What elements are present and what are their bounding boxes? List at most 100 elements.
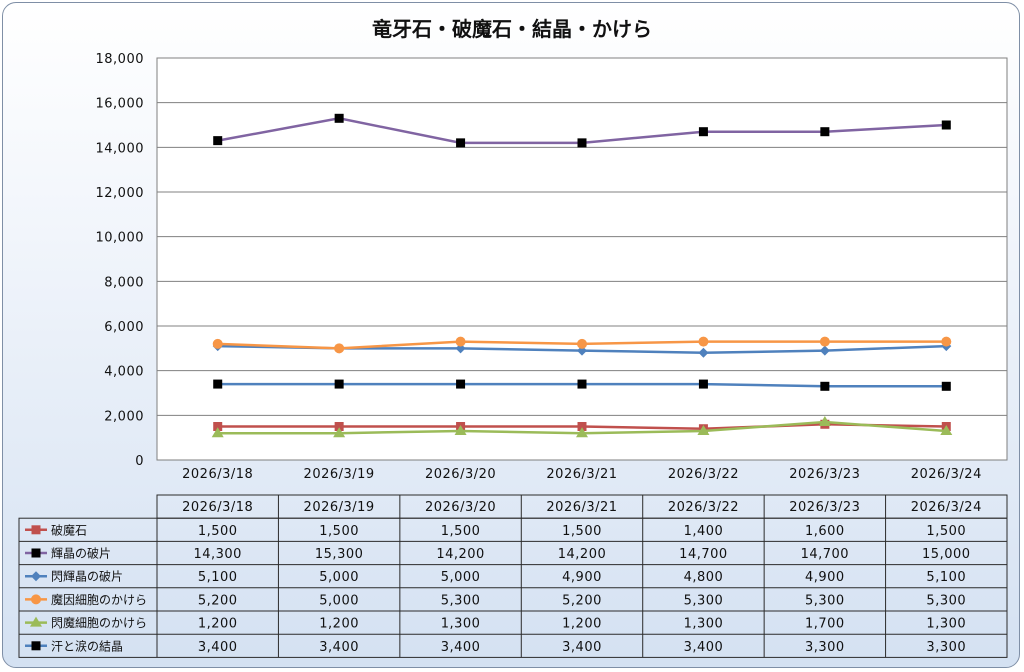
y-tick-label: 14,000 — [96, 141, 145, 156]
table-value-cell: 1,200 — [319, 617, 359, 632]
data-point — [820, 127, 830, 137]
chart-svg: 竜牙石・破魔石・結晶・かけら 0 2,000 4,000 6,000 8,000 10,0… — [18, 17, 1008, 658]
table-value-cell: 5,300 — [805, 593, 845, 608]
data-point — [31, 594, 41, 605]
data-point — [212, 338, 223, 349]
data-point — [455, 336, 466, 347]
table-value-cell: 4,900 — [562, 570, 602, 585]
table-value-cell: 3,300 — [805, 640, 845, 655]
table-value-cell: 1,200 — [198, 617, 238, 632]
data-point — [819, 336, 830, 347]
data-point — [819, 345, 830, 356]
data-point — [577, 379, 587, 389]
table-header-cell: 2026/3/19 — [304, 500, 375, 515]
legend-label: 閃魔細胞のかけら — [51, 615, 147, 630]
table-header-cell: 2026/3/18 — [182, 500, 253, 515]
table-value-cell: 14,300 — [193, 547, 242, 562]
table-value-cell: 14,200 — [436, 547, 485, 562]
table-value-cell: 5,000 — [441, 570, 481, 585]
x-tick-label: 2026/3/24 — [911, 467, 982, 482]
table-value-cell: 1,400 — [684, 524, 724, 539]
data-point — [211, 427, 224, 438]
data-point — [698, 347, 709, 358]
y-tick-label: 0 — [135, 454, 144, 469]
y-tick-label: 10,000 — [96, 231, 145, 246]
x-tick-label: 2026/3/18 — [182, 467, 253, 482]
data-point — [698, 379, 708, 389]
data-point — [213, 379, 223, 389]
data-point — [31, 571, 41, 582]
y-tick-label: 12,000 — [96, 186, 145, 201]
table-value-cell: 14,700 — [679, 547, 728, 562]
x-tick-label: 2026/3/21 — [546, 467, 617, 482]
x-tick-label: 2026/3/19 — [304, 467, 375, 482]
data-point — [213, 136, 223, 146]
y-tick-label: 16,000 — [96, 97, 145, 112]
table-value-cell: 14,700 — [801, 547, 850, 562]
series-4 — [212, 336, 952, 354]
data-point — [31, 641, 41, 651]
data-point — [333, 427, 346, 438]
table-header-cell: 2026/3/21 — [546, 500, 617, 515]
table-value-cell: 3,400 — [684, 640, 724, 655]
table-value-cell: 1,600 — [805, 524, 845, 539]
legend-label: 魔因細胞のかけら — [51, 592, 147, 607]
x-tick-label: 2026/3/23 — [789, 467, 860, 482]
table-value-cell: 5,200 — [198, 593, 238, 608]
y-tick-label: 18,000 — [96, 52, 145, 67]
data-point — [31, 548, 41, 558]
table-value-cell: 3,400 — [198, 640, 238, 655]
x-tick-label: 2026/3/20 — [425, 467, 496, 482]
table-value-cell: 4,800 — [684, 570, 724, 585]
table-value-cell: 5,300 — [684, 593, 724, 608]
table-value-cell: 5,000 — [319, 593, 359, 608]
table-value-cell: 1,500 — [441, 524, 481, 539]
legend-label: 汗と涙の結晶 — [51, 638, 123, 653]
y-tick-label: 6,000 — [104, 320, 144, 335]
data-point — [698, 127, 708, 137]
data-point — [577, 338, 587, 349]
table-value-cell: 3,300 — [926, 640, 966, 655]
y-tick-label: 4,000 — [104, 365, 144, 380]
series-5 — [211, 416, 953, 438]
table-value-cell: 5,000 — [319, 570, 359, 585]
data-table: 2026/3/18 2026/3/19 2026/3/20 2026/3/21 2026… — [18, 494, 1008, 658]
plot-area: 0 2,000 4,000 6,000 8,000 10,000 12,000 14,000 1… — [96, 52, 1008, 482]
table-value-cell: 1,300 — [926, 617, 966, 632]
table-value-cell: 3,400 — [562, 640, 602, 655]
chart-title: 竜牙石・破魔石・結晶・かけら — [372, 17, 652, 41]
table-value-cell: 3,400 — [441, 640, 481, 655]
legend-label: 破魔石 — [51, 522, 87, 537]
data-point — [941, 336, 952, 347]
table-value-cell: 15,000 — [922, 547, 971, 562]
legend-label: 輝晶の破片 — [51, 546, 111, 561]
table-header-cell: 2026/3/23 — [789, 500, 860, 515]
table-value-cell: 5,100 — [198, 570, 238, 585]
data-point — [577, 422, 587, 431]
data-point — [940, 424, 953, 435]
legend-label: 閃輝晶の破片 — [51, 569, 123, 584]
table-value-cell: 1,300 — [441, 617, 481, 632]
data-point — [820, 381, 830, 391]
table-value-cell: 5,300 — [926, 593, 966, 608]
table-header-cell: 2026/3/20 — [425, 500, 496, 515]
table-value-cell: 4,900 — [805, 570, 845, 585]
data-point — [577, 138, 587, 148]
data-point — [334, 113, 344, 123]
table-value-cell: 15,300 — [315, 547, 364, 562]
table-value-cell: 1,300 — [684, 617, 724, 632]
data-point — [31, 525, 41, 535]
table-value-cell: 1,500 — [319, 524, 359, 539]
series-2 — [213, 113, 951, 148]
table-value-cell: 5,200 — [562, 593, 602, 608]
y-tick-label: 8,000 — [104, 275, 144, 290]
table-value-cell: 3,400 — [319, 640, 359, 655]
table-value-cell: 14,200 — [558, 547, 607, 562]
y-tick-label: 2,000 — [104, 409, 144, 424]
data-point — [698, 336, 709, 347]
data-point — [30, 616, 42, 627]
table-value-cell: 5,300 — [441, 593, 481, 608]
table-value-cell: 1,500 — [562, 524, 602, 539]
data-point — [941, 120, 951, 130]
